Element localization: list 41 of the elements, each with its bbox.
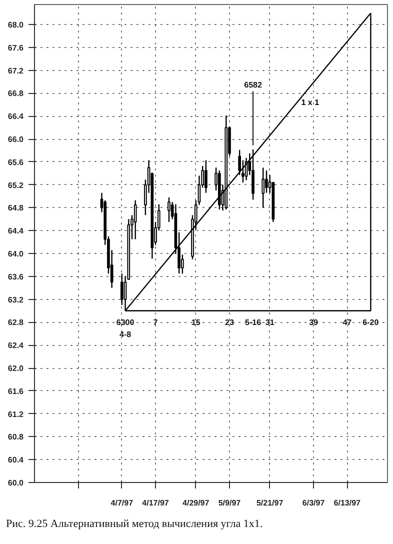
x-tick-label: 6/3/97	[302, 498, 326, 508]
annotation: 47	[342, 318, 352, 327]
y-tick-label: 63.2	[8, 295, 24, 304]
annotation: 6300	[116, 318, 135, 327]
y-tick-label: 62.0	[8, 364, 24, 374]
y-tick-label: 60.8	[8, 432, 24, 442]
annotation: 4-8	[119, 330, 132, 339]
x-tick-label: 6/13/97	[334, 498, 362, 508]
series-label: 1 x 1	[301, 98, 320, 107]
y-tick-label: 61.6	[8, 386, 24, 396]
y-tick-label: 64.8	[8, 204, 24, 213]
y-tick-label: 67.6	[8, 43, 24, 52]
y-tick-label: 67.2	[8, 66, 24, 76]
y-tick-label: 62.8	[8, 318, 24, 328]
annotation: 39	[309, 318, 319, 327]
x-tick-label: 5/9/97	[218, 498, 242, 508]
annotation: 15	[191, 318, 201, 327]
y-tick-label: 68.0	[8, 20, 24, 30]
y-tick-label: 65.2	[8, 180, 24, 190]
y-tick-label: 65.6	[8, 158, 24, 167]
x-tick-label: 4/29/97	[182, 498, 210, 508]
y-tick-label: 66.8	[8, 89, 24, 98]
y-tick-label: 60.4	[8, 456, 24, 465]
y-tick-label: 61.2	[8, 410, 24, 419]
annotation: 31	[265, 318, 275, 327]
annotation: 6582	[244, 80, 262, 90]
annotation: 5-16	[245, 318, 262, 327]
y-tick-label: 66.4	[8, 112, 24, 122]
x-tick-label: 5/21/97	[256, 498, 284, 508]
y-tick-label: 64.0	[8, 250, 24, 259]
annotation: 23	[225, 318, 234, 327]
y-tick-label: 64.4	[8, 226, 24, 236]
text: Рис. 9.25 Альтернативный метод вычисления угла 1x1.	[6, 517, 263, 532]
y-tick-label: 66.0	[8, 135, 24, 144]
annotation: 6-20	[362, 318, 380, 327]
y-tick-label: 62.4	[8, 341, 24, 350]
y-tick-label: 60.0	[8, 478, 24, 488]
x-tick-label: 4/7/97	[110, 498, 134, 508]
x-tick-label: 4/17/97	[142, 498, 170, 508]
annotation: 7	[153, 318, 158, 327]
y-tick-label: 63.6	[8, 272, 24, 282]
